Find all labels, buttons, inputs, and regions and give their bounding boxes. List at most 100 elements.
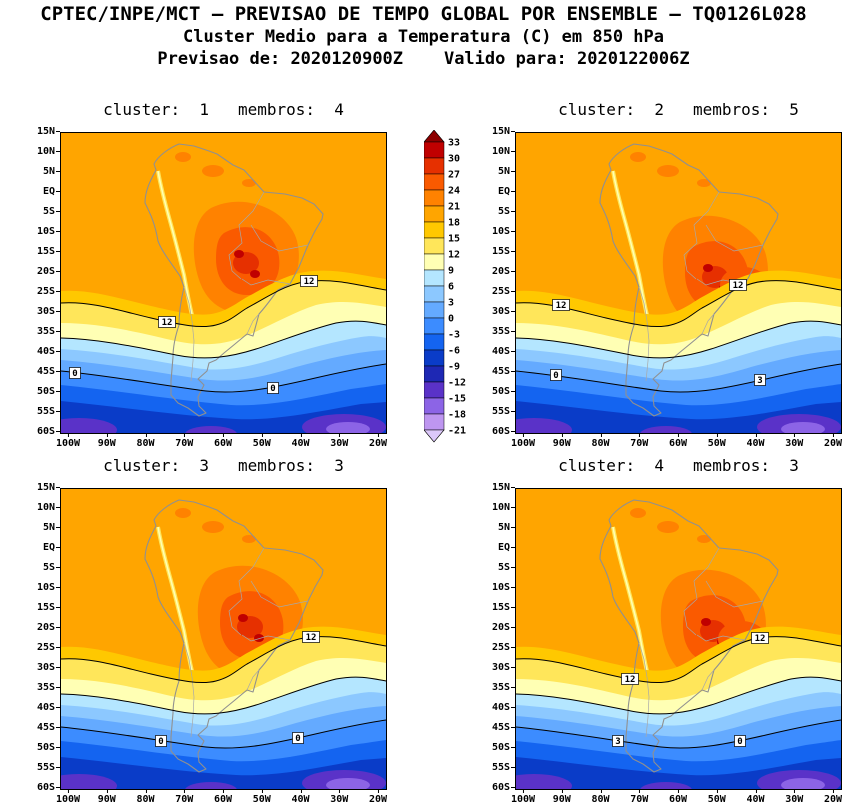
map-svg: 12 12 3 0 — [516, 489, 841, 789]
svg-text:3: 3 — [615, 737, 620, 747]
svg-text:-15: -15 — [448, 394, 466, 405]
svg-text:0: 0 — [72, 369, 77, 379]
lat-tick-label: 5S — [497, 206, 516, 217]
lon-tick-label: 50W — [707, 789, 726, 803]
lat-tick-label: 45S — [491, 366, 516, 377]
svg-text:-9: -9 — [448, 362, 460, 373]
svg-text:0: 0 — [737, 737, 742, 747]
lon-tick-label: 20W — [368, 433, 388, 449]
panel-cluster-2: cluster: 2 membros: 5 15N 10N 5N EQ 5S 10S 15S… — [480, 100, 846, 449]
lon-tick-label: 70W — [175, 789, 194, 803]
lat-tick-label: 10S — [36, 226, 61, 237]
lon-tick-label: 90W — [97, 789, 116, 803]
panel-cluster-1: cluster: 1 membros: 4 15N 10N 5N EQ 5S 10S 15S… — [25, 100, 391, 449]
svg-text:12: 12 — [306, 633, 317, 643]
lat-tick-label: 25S — [491, 642, 516, 653]
map-area: 15N 10N 5N EQ 5S 10S 15S 20S 25S 30S 35S 40S 45S 50S 5… — [492, 126, 842, 449]
lon-tick-label: 90W — [552, 789, 571, 803]
panel-title: cluster: 3 membros: 3 — [103, 456, 344, 475]
map-svg: 12 12 0 0 — [61, 133, 386, 433]
lat-tick-label: 5N — [497, 522, 516, 533]
lat-tick-label: 35S — [36, 326, 61, 337]
lat-tick-label: 15N — [36, 126, 61, 137]
lon-tick-label: 60W — [668, 789, 688, 803]
lat-tick-label: 25S — [36, 286, 61, 297]
lat-tick-label: 60S — [36, 782, 61, 793]
lon-tick-label: 50W — [707, 433, 726, 449]
lat-tick-label: 5S — [42, 562, 61, 573]
lat-tick-label: 40S — [491, 346, 516, 357]
lat-tick-label: 50S — [491, 386, 516, 397]
lat-tick-label: 30S — [491, 306, 516, 317]
svg-text:12: 12 — [448, 250, 460, 261]
panel-cluster-3: cluster: 3 membros: 3 15N 10N 5N EQ 5S 10S 15S… — [25, 456, 391, 803]
lat-tick-label: 10S — [36, 582, 61, 593]
latitude-axis: 15N 10N 5N EQ 5S 10S 15S 20S 25S 30S 35S 40S 45S 50S 5… — [25, 126, 61, 437]
lat-tick-label: 5S — [497, 562, 516, 573]
map-area: 15N 10N 5N EQ 5S 10S 15S 20S 25S 30S 35S 40S 45S 50S 5… — [492, 482, 842, 803]
svg-text:3: 3 — [448, 298, 454, 309]
latitude-axis: 15N 10N 5N EQ 5S 10S 15S 20S 25S 30S 35S 40S 45S 50S 5… — [25, 482, 61, 793]
lon-tick-label: 50W — [252, 433, 271, 449]
panel-title: cluster: 1 membros: 4 — [103, 100, 344, 119]
lat-tick-label: 50S — [36, 386, 61, 397]
svg-text:12: 12 — [162, 318, 173, 328]
lat-tick-label: 5N — [497, 166, 516, 177]
lat-tick-label: 20S — [491, 266, 516, 277]
svg-text:0: 0 — [158, 737, 163, 747]
svg-text:0: 0 — [270, 384, 275, 394]
lat-tick-label: 30S — [36, 306, 61, 317]
lat-tick-label: 15N — [491, 126, 516, 137]
svg-text:-3: -3 — [448, 330, 460, 341]
longitude-axis: 100W 90W 80W 70W 60W 50W 40W 30W 20W — [511, 433, 843, 450]
figure-subtitle: Cluster Medio para a Temperatura (C) em … — [182, 27, 665, 47]
lat-tick-label: 35S — [491, 682, 516, 693]
lat-tick-label: EQ — [42, 542, 61, 553]
lon-tick-label: 30W — [785, 789, 804, 803]
lat-tick-label: 55S — [36, 406, 61, 417]
lon-tick-label: 100W — [55, 433, 81, 449]
panel-title: cluster: 4 membros: 3 — [558, 456, 799, 475]
svg-text:30: 30 — [448, 154, 460, 165]
lat-tick-label: 35S — [491, 326, 516, 337]
lon-tick-label: 20W — [823, 789, 843, 803]
svg-text:33: 33 — [448, 138, 460, 149]
longitude-axis: 100W 90W 80W 70W 60W 50W 40W 30W 20W — [511, 789, 843, 803]
svg-text:18: 18 — [448, 218, 460, 229]
temperature-map: 12 12 3 0 — [515, 132, 842, 434]
lat-tick-label: 60S — [491, 426, 516, 437]
lon-tick-label: 60W — [213, 789, 233, 803]
lon-tick-label: 40W — [746, 433, 765, 449]
lon-tick-label: 90W — [552, 433, 571, 449]
lat-tick-label: 55S — [491, 762, 516, 773]
svg-text:27: 27 — [448, 170, 460, 181]
lon-tick-label: 40W — [291, 433, 310, 449]
lat-tick-label: 20S — [491, 622, 516, 633]
svg-text:-12: -12 — [448, 378, 466, 389]
lon-tick-label: 80W — [591, 433, 610, 449]
lat-tick-label: 60S — [36, 426, 61, 437]
lat-tick-label: 20S — [36, 622, 61, 633]
lat-tick-label: 15S — [36, 246, 61, 257]
svg-text:12: 12 — [733, 281, 744, 291]
lon-tick-label: 80W — [136, 789, 155, 803]
lat-tick-label: 35S — [36, 682, 61, 693]
lat-tick-label: 10S — [491, 582, 516, 593]
svg-text:9: 9 — [448, 266, 454, 277]
temperature-map: 12 12 0 0 — [60, 132, 387, 434]
lon-tick-label: 70W — [630, 433, 649, 449]
lon-tick-label: 70W — [175, 433, 194, 449]
panel-cluster-4: cluster: 4 membros: 3 15N 10N 5N EQ 5S 10S 15S… — [480, 456, 846, 803]
lon-tick-label: 60W — [668, 433, 688, 449]
map-area: 15N 10N 5N EQ 5S 10S 15S 20S 25S 30S 35S 40S 45S 50S 5… — [37, 126, 387, 449]
lon-tick-label: 20W — [823, 433, 843, 449]
lat-tick-label: 15S — [36, 602, 61, 613]
lat-tick-label: EQ — [497, 542, 516, 553]
lat-tick-label: 50S — [36, 742, 61, 753]
lat-tick-label: 60S — [491, 782, 516, 793]
temperature-map: 12 0 0 — [60, 488, 387, 790]
longitude-axis: 100W 90W 80W 70W 60W 50W 40W 30W 20W — [56, 433, 388, 450]
temperature-colorbar: 33 30 27 24 21 18 15 12 9 6 3 0 -3 -6 -9 -12 -15 -18 -21 — [423, 129, 484, 444]
svg-text:-18: -18 — [448, 410, 466, 421]
lat-tick-label: 20S — [36, 266, 61, 277]
